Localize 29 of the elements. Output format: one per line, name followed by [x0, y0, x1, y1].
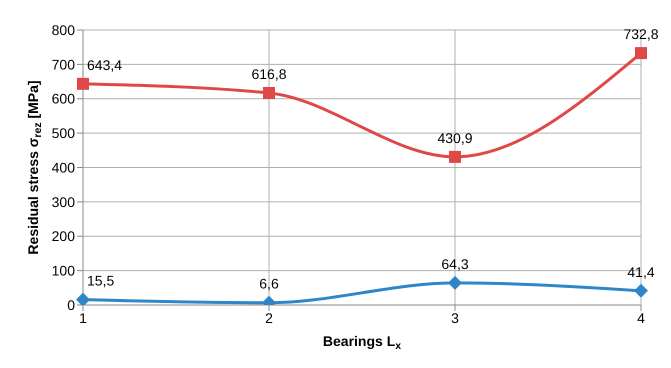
data-label: 643,4 — [87, 56, 122, 73]
y-tick-label: 200 — [52, 228, 76, 244]
y-tick-label: 100 — [52, 262, 76, 279]
data-label: 41,4 — [627, 264, 655, 280]
x-axis-title: Bearings L$_{x}$ — [322, 333, 402, 352]
y-tick-label: 700 — [52, 56, 76, 72]
data-label: 64,3 — [441, 256, 469, 272]
data-label: 732,8 — [623, 26, 659, 42]
x-tick-label: 2 — [265, 310, 274, 326]
y-tick-label: 300 — [52, 194, 76, 210]
point — [635, 47, 647, 60]
y-tick-label: 600 — [52, 90, 76, 107]
data-label: 616,8 — [251, 66, 287, 82]
data-label: 15,5 — [87, 272, 114, 289]
point — [449, 150, 461, 163]
y-tick-label: 0 — [67, 296, 76, 313]
point — [76, 292, 90, 305]
y-tick-label: 500 — [52, 125, 76, 142]
x-tick-label: 1 — [79, 310, 88, 326]
data-label: 430,9 — [437, 130, 473, 146]
point — [263, 86, 275, 99]
point — [634, 284, 648, 298]
x-tick-label: 4 — [637, 310, 646, 326]
point — [77, 78, 89, 90]
data-label: 6,6 — [259, 276, 279, 292]
x-tick-label: 3 — [451, 310, 460, 326]
y-tick-label: 400 — [52, 159, 76, 176]
point — [448, 276, 462, 290]
y-tick-label: 800 — [52, 22, 76, 38]
